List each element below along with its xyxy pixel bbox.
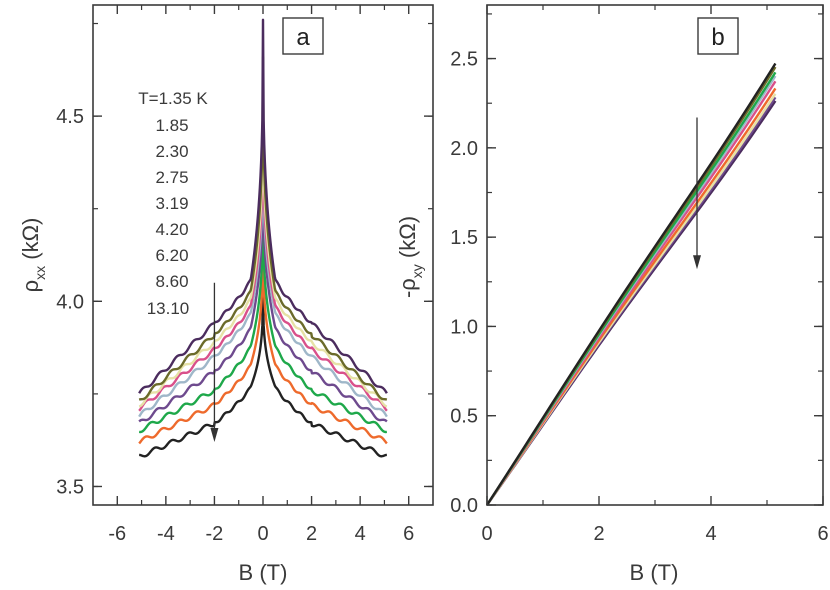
panel-a-arrow xyxy=(210,282,219,443)
panel-b-x-tick-label: 4 xyxy=(705,523,716,545)
panel-b-x-tick-label: 2 xyxy=(593,523,604,545)
panel-b-y-axis-subscript: xy xyxy=(409,264,425,278)
panel-a-label-box: a xyxy=(282,17,324,55)
panel-a-y-axis-title: ρxx (kΩ) xyxy=(18,218,48,293)
panel-b-x-axis-title: B (T) xyxy=(630,560,679,585)
panel-b-y-tick-label: 1.0 xyxy=(450,316,478,338)
panel-a-x-tick-label: 4 xyxy=(355,523,366,545)
panel-a-y-axis-subscript: xx xyxy=(32,266,48,280)
panel-a-y-tick-label: 4.5 xyxy=(56,106,84,128)
panel-a-x-tick-label: 6 xyxy=(403,523,414,545)
panel-b-y-tick-label: 2.5 xyxy=(450,49,478,71)
legend-value-3: 2.75 xyxy=(155,168,188,187)
legend-value-2: 2.30 xyxy=(155,142,188,161)
legend-value-4: 3.19 xyxy=(155,194,188,213)
legend-title: T=1.35 K xyxy=(138,89,208,108)
temperature-arrow-head xyxy=(693,255,701,270)
panel-b-series xyxy=(485,62,777,506)
panel-b-arrow xyxy=(693,117,701,270)
legend-value-6: 6.20 xyxy=(155,246,188,265)
panel-b-y-tick-label: 1.5 xyxy=(450,227,478,249)
panel-b-y-axis-title: -ρxy (kΩ) xyxy=(395,216,425,298)
legend-value-5: 4.20 xyxy=(155,220,188,239)
panel-a-label: a xyxy=(296,24,310,51)
panel-b-x-tick-label: 0 xyxy=(481,523,492,545)
panel-a-y-tick-label: 3.5 xyxy=(56,476,84,498)
legend-value-1: 1.85 xyxy=(155,116,188,135)
panel-a-x-tick-label: -6 xyxy=(108,523,126,545)
panel-b: 0 2 4 6 0.0 0.5 1.0 1.5 2.0 2.5 b B (T) -ρxy (kΩ) xyxy=(395,4,829,585)
panel-a-x-axis-title: B (T) xyxy=(239,560,288,585)
panel-a-series xyxy=(138,18,388,458)
panel-b-y-axis-symbol: -ρ xyxy=(395,278,420,298)
panel-b-label-box: b xyxy=(697,17,739,55)
panel-a: -6 -4 -2 0 2 4 6 3.5 4.0 4.5 a T=1.35 K 1.85 2.30… xyxy=(18,4,434,585)
panel-b-y-tick-label: 0.5 xyxy=(450,406,478,428)
legend-value-8: 13.10 xyxy=(147,299,190,318)
panel-a-x-tick-label: 0 xyxy=(257,523,268,545)
panel-a-y-axis-unit: (kΩ) xyxy=(18,218,43,266)
panel-b-series-line xyxy=(485,62,777,506)
panel-a-y-tick-label: 4.0 xyxy=(56,291,84,313)
panel-b-y-axis-unit: (kΩ) xyxy=(395,216,420,264)
panel-b-y-tick-label: 2.0 xyxy=(450,138,478,160)
panel-a-y-axis-symbol: ρ xyxy=(18,280,43,293)
panel-b-label: b xyxy=(711,24,724,51)
temperature-arrow-head xyxy=(210,428,219,443)
panel-a-series-line xyxy=(138,18,388,394)
panel-b-x-tick-label: 6 xyxy=(817,523,828,545)
panel-a-x-tick-label: -4 xyxy=(157,523,175,545)
panel-a-legend: T=1.35 K 1.85 2.30 2.75 3.19 4.20 6.20 8… xyxy=(138,89,208,318)
panel-a-ticks: -6 -4 -2 0 2 4 6 3.5 4.0 4.5 xyxy=(56,5,433,545)
panel-a-x-tick-label: 2 xyxy=(306,523,317,545)
panel-b-ticks: 0 2 4 6 0.0 0.5 1.0 1.5 2.0 2.5 xyxy=(450,5,829,545)
panel-a-label-frame xyxy=(282,17,324,55)
legend-value-7: 8.60 xyxy=(155,272,188,291)
panel-b-label-frame xyxy=(697,17,739,55)
panel-b-y-tick-label: 0.0 xyxy=(450,495,478,517)
panel-a-x-tick-label: -2 xyxy=(206,523,224,545)
